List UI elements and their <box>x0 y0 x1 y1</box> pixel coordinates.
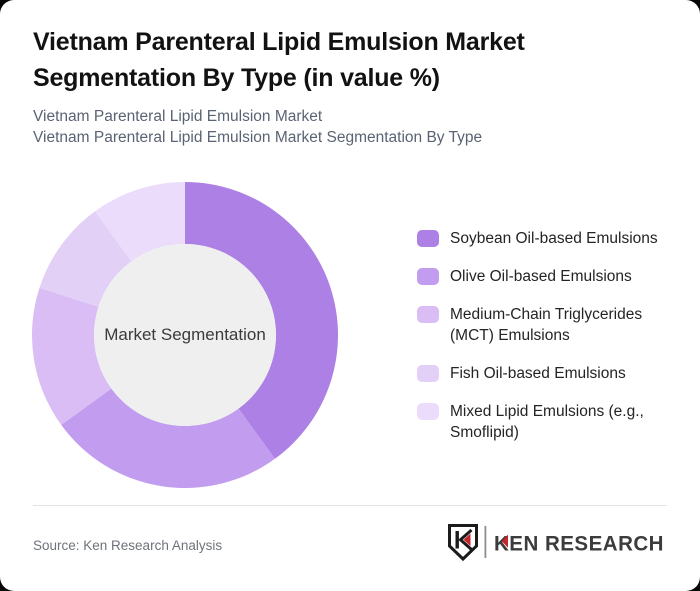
ken-shield-icon <box>448 524 478 562</box>
page-title: Vietnam Parenteral Lipid Emulsion Market… <box>33 28 525 92</box>
ken-research-logo-svg: KEN RESEARCH <box>448 524 664 562</box>
legend-swatch <box>417 306 439 323</box>
donut-slice <box>39 211 132 307</box>
ken-research-logo: KEN RESEARCH <box>446 522 668 562</box>
legend-label: Fish Oil-based Emulsions <box>450 365 626 382</box>
donut-svg <box>32 182 338 488</box>
legend-label: Soybean Oil-based Emulsions <box>450 230 658 247</box>
source-text: Source: Ken Research Analysis <box>33 538 223 553</box>
legend-swatch <box>417 230 439 247</box>
donut-slice <box>32 287 112 425</box>
donut-slice <box>61 388 275 488</box>
ken-logo-wordmark: KEN RESEARCH <box>494 532 664 556</box>
donut-center-label: Market Segmentation <box>104 325 266 344</box>
legend-swatch <box>417 268 439 285</box>
chart-legend: Soybean Oil-based Emulsions Olive Oil-bas… <box>417 228 667 460</box>
legend-item: Soybean Oil-based Emulsions <box>417 228 667 249</box>
subtitle: Vietnam Parenteral Lipid Emulsion Market… <box>33 106 653 148</box>
donut-center-circle <box>94 244 276 426</box>
wordmark-red-arrow-icon <box>501 534 508 548</box>
legend-item: Olive Oil-based Emulsions <box>417 266 667 287</box>
shield-red-arrow-icon <box>463 533 471 546</box>
legend-label: Olive Oil-based Emulsions <box>450 268 632 285</box>
legend-label: Mixed Lipid Emulsions (e.g., Smoflipid) <box>450 403 644 441</box>
subtitle-line: Vietnam Parenteral Lipid Emulsion Market… <box>33 129 483 146</box>
ken-logo-divider <box>484 526 487 558</box>
legend-item: Fish Oil-based Emulsions <box>417 363 667 384</box>
subtitle-line: Vietnam Parenteral Lipid Emulsion Market <box>33 108 323 125</box>
donut-slice <box>95 182 185 262</box>
legend-swatch <box>417 403 439 420</box>
footer-divider <box>33 505 667 506</box>
donut-chart: Market Segmentation <box>32 182 338 488</box>
legend-swatch <box>417 365 439 382</box>
legend-item: Medium-Chain Triglycerides (MCT) Emulsio… <box>417 304 667 346</box>
svg-text:KEN RESEARCH: KEN RESEARCH <box>494 532 664 556</box>
legend-label: Medium-Chain Triglycerides (MCT) Emulsio… <box>450 306 643 344</box>
legend-item: Mixed Lipid Emulsions (e.g., Smoflipid) <box>417 401 667 443</box>
donut-slice <box>185 182 338 459</box>
